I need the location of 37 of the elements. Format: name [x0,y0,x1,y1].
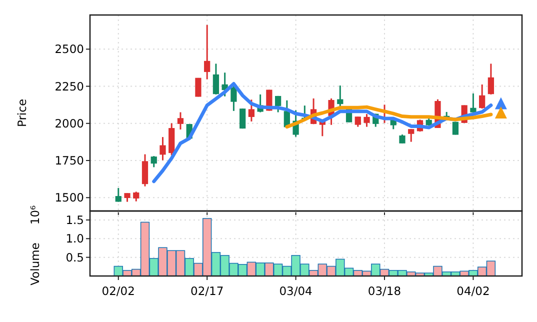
y-axis-title: Volume [28,242,42,286]
candlestick [115,187,122,203]
candlestick [452,121,459,136]
x-tick-label: 03/04 [279,284,312,298]
candlestick [240,108,246,130]
y-tick-label: 2500 [54,42,84,56]
candlestick [204,24,210,80]
text: 10⁶ [28,204,42,225]
candlestick [337,84,344,108]
x-tick-label: 02/17 [190,284,224,298]
candlestick [364,113,370,128]
candlestick [230,84,237,112]
x-tick-label: 03/18 [368,284,402,298]
candlestick [177,112,184,130]
x-tick-label: 04/02 [456,284,490,298]
candlestick [160,136,166,161]
candlestick [354,116,361,128]
x-tick-label: 02/02 [102,284,135,298]
candlestick [150,155,157,168]
candlestick [212,62,220,96]
line-series [152,82,493,184]
y-tick-label: 1.0 [66,232,84,246]
candlestick [248,98,255,122]
candlestick [142,154,148,188]
y-tick-label: 1500 [54,190,84,205]
candlestick [195,77,202,98]
candlestick [133,190,140,202]
candlestick [470,92,476,114]
y-axis-title: Price [15,98,29,128]
y-tick-label: 2250 [54,79,84,94]
y-tick-label: 2000 [54,116,84,130]
candlestick [408,128,414,143]
y-tick-label: 1750 [54,154,84,168]
candlestick [488,62,494,96]
candlestick [479,84,486,110]
y-tick-label: 1.5 [66,212,84,227]
y-tick-label: 0.5 [66,250,84,264]
